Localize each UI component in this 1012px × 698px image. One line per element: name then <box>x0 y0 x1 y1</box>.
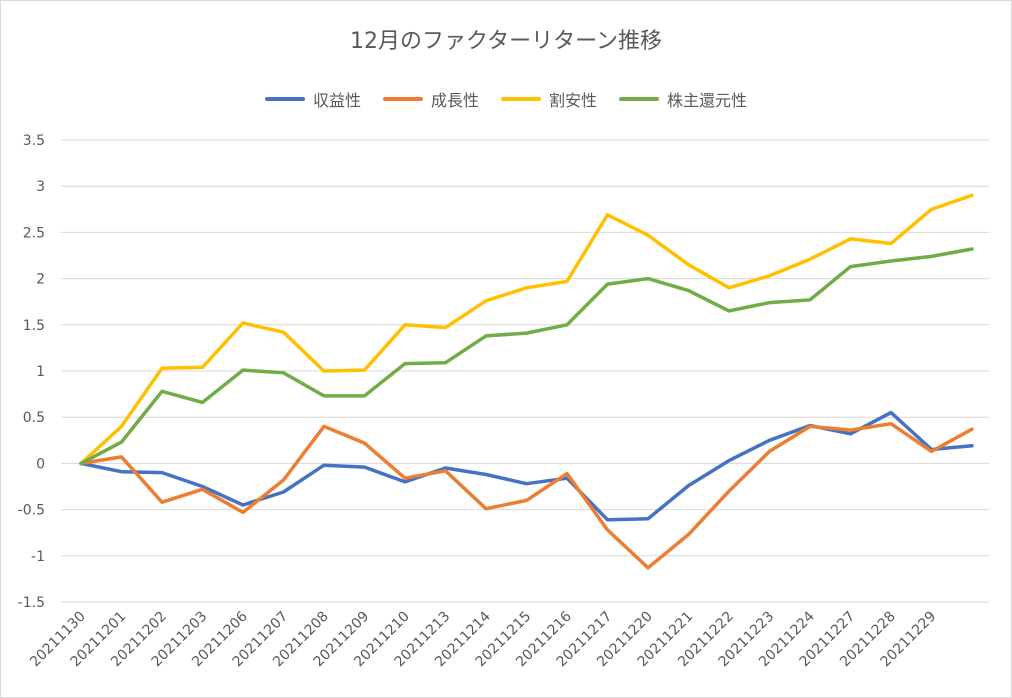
legend-label-shareholder-return: 株主還元性 <box>667 91 748 110</box>
series-line-shareholder-return <box>79 247 974 466</box>
y-tick-label: -0.5 <box>18 503 45 519</box>
y-tick-label: 1.5 <box>23 318 45 334</box>
legend: 収益性 成長性 割安性 株主還元性 <box>1 87 1011 111</box>
y-tick-label: 1 <box>36 364 45 380</box>
legend-label-growth: 成長性 <box>430 91 479 110</box>
y-tick-label: 0.5 <box>23 410 45 426</box>
legend-item-profitability[interactable]: 収益性 <box>264 87 361 111</box>
legend-item-growth[interactable]: 成長性 <box>382 87 479 111</box>
y-tick-label: 3 <box>36 179 45 195</box>
legend-label-profitability: 収益性 <box>312 91 361 110</box>
y-tick-label: -1 <box>31 549 45 565</box>
y-tick-label: 3.5 <box>23 133 45 149</box>
legend-item-value[interactable]: 割安性 <box>501 87 597 111</box>
legend-label-value: 割安性 <box>549 91 598 110</box>
series-line-growth <box>79 421 974 570</box>
y-tick-label: 2 <box>36 272 45 288</box>
series-line-value <box>79 193 974 466</box>
y-tick-label: -1.5 <box>18 595 45 611</box>
legend-swatch-shareholder-return <box>619 97 660 101</box>
legend-item-shareholder-return[interactable]: 株主還元性 <box>619 87 747 111</box>
legend-swatch-profitability <box>264 97 305 101</box>
y-tick-label: 2.5 <box>23 225 45 241</box>
y-tick-label: 0 <box>36 456 45 472</box>
legend-swatch-growth <box>382 97 423 101</box>
chart-title: 12月のファクターリターン推移 <box>349 29 662 54</box>
legend-swatch-value <box>501 97 541 101</box>
